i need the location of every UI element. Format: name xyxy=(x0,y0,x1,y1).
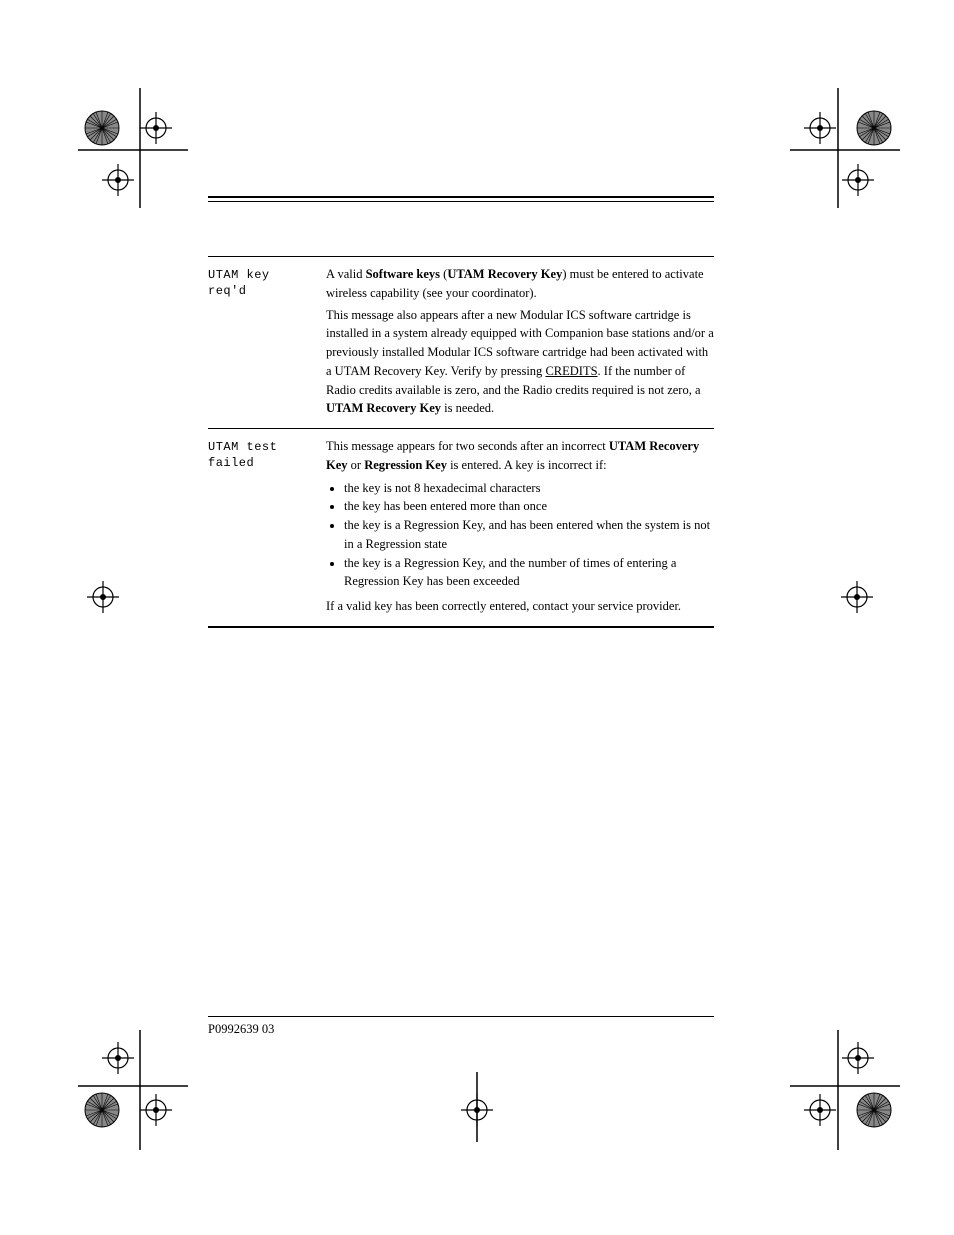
row2-hint: If a valid key has been correctly entere… xyxy=(326,597,714,616)
footer-text: P0992639 03 xyxy=(208,1022,714,1037)
list-item: the key has been entered more than once xyxy=(344,497,714,516)
crop-mark-top-left xyxy=(78,88,188,208)
text: or xyxy=(348,458,365,472)
text-bold: UTAM Recovery Key xyxy=(447,267,562,281)
table-row: UTAM key req'd A valid Software keys (UT… xyxy=(208,257,714,428)
text-bold: Software keys xyxy=(366,267,440,281)
crop-mark-bottom-left xyxy=(78,1030,188,1150)
list-item: the key is not 8 hexadecimal characters xyxy=(344,479,714,498)
text-bold: UTAM Recovery Key xyxy=(326,401,441,415)
row-label-line2: failed xyxy=(208,456,254,470)
crop-mark-mid-left xyxy=(78,572,128,622)
row-label-line1: UTAM test xyxy=(208,440,277,454)
text-bold: Regression Key xyxy=(364,458,447,472)
row-body: A valid Software keys (UTAM Recovery Key… xyxy=(326,265,714,421)
row1-para2: This message also appears after a new Mo… xyxy=(326,306,714,419)
row2-para1: This message appears for two seconds aft… xyxy=(326,437,714,475)
table-row: UTAM test failed This message appears fo… xyxy=(208,429,714,626)
row1-para1: A valid Software keys (UTAM Recovery Key… xyxy=(326,265,714,303)
text-underline: CREDITS xyxy=(545,364,597,378)
footer-rule xyxy=(208,1016,714,1017)
crop-mark-mid-right xyxy=(832,572,882,622)
crop-mark-bottom-right xyxy=(790,1030,900,1150)
text: is entered. A key is incorrect if: xyxy=(447,458,607,472)
row-label-line2: req'd xyxy=(208,284,247,298)
top-rule-1 xyxy=(208,196,714,198)
row-label-line1: UTAM key xyxy=(208,268,270,282)
text: This message appears for two seconds aft… xyxy=(326,439,609,453)
crop-mark-bottom-center xyxy=(432,1072,522,1142)
content-area: UTAM key req'd A valid Software keys (UT… xyxy=(208,196,714,628)
text: is needed. xyxy=(441,401,494,415)
row2-list: the key is not 8 hexadecimal characters … xyxy=(326,479,714,592)
list-item: the key is a Regression Key, and has bee… xyxy=(344,516,714,554)
text: A valid xyxy=(326,267,366,281)
row-label: UTAM test failed xyxy=(208,437,326,471)
row-label: UTAM key req'd xyxy=(208,265,326,299)
table-row-sep-2 xyxy=(208,626,714,628)
row-body: This message appears for two seconds aft… xyxy=(326,437,714,619)
crop-mark-top-right xyxy=(790,88,900,208)
list-item: the key is a Regression Key, and the num… xyxy=(344,554,714,592)
